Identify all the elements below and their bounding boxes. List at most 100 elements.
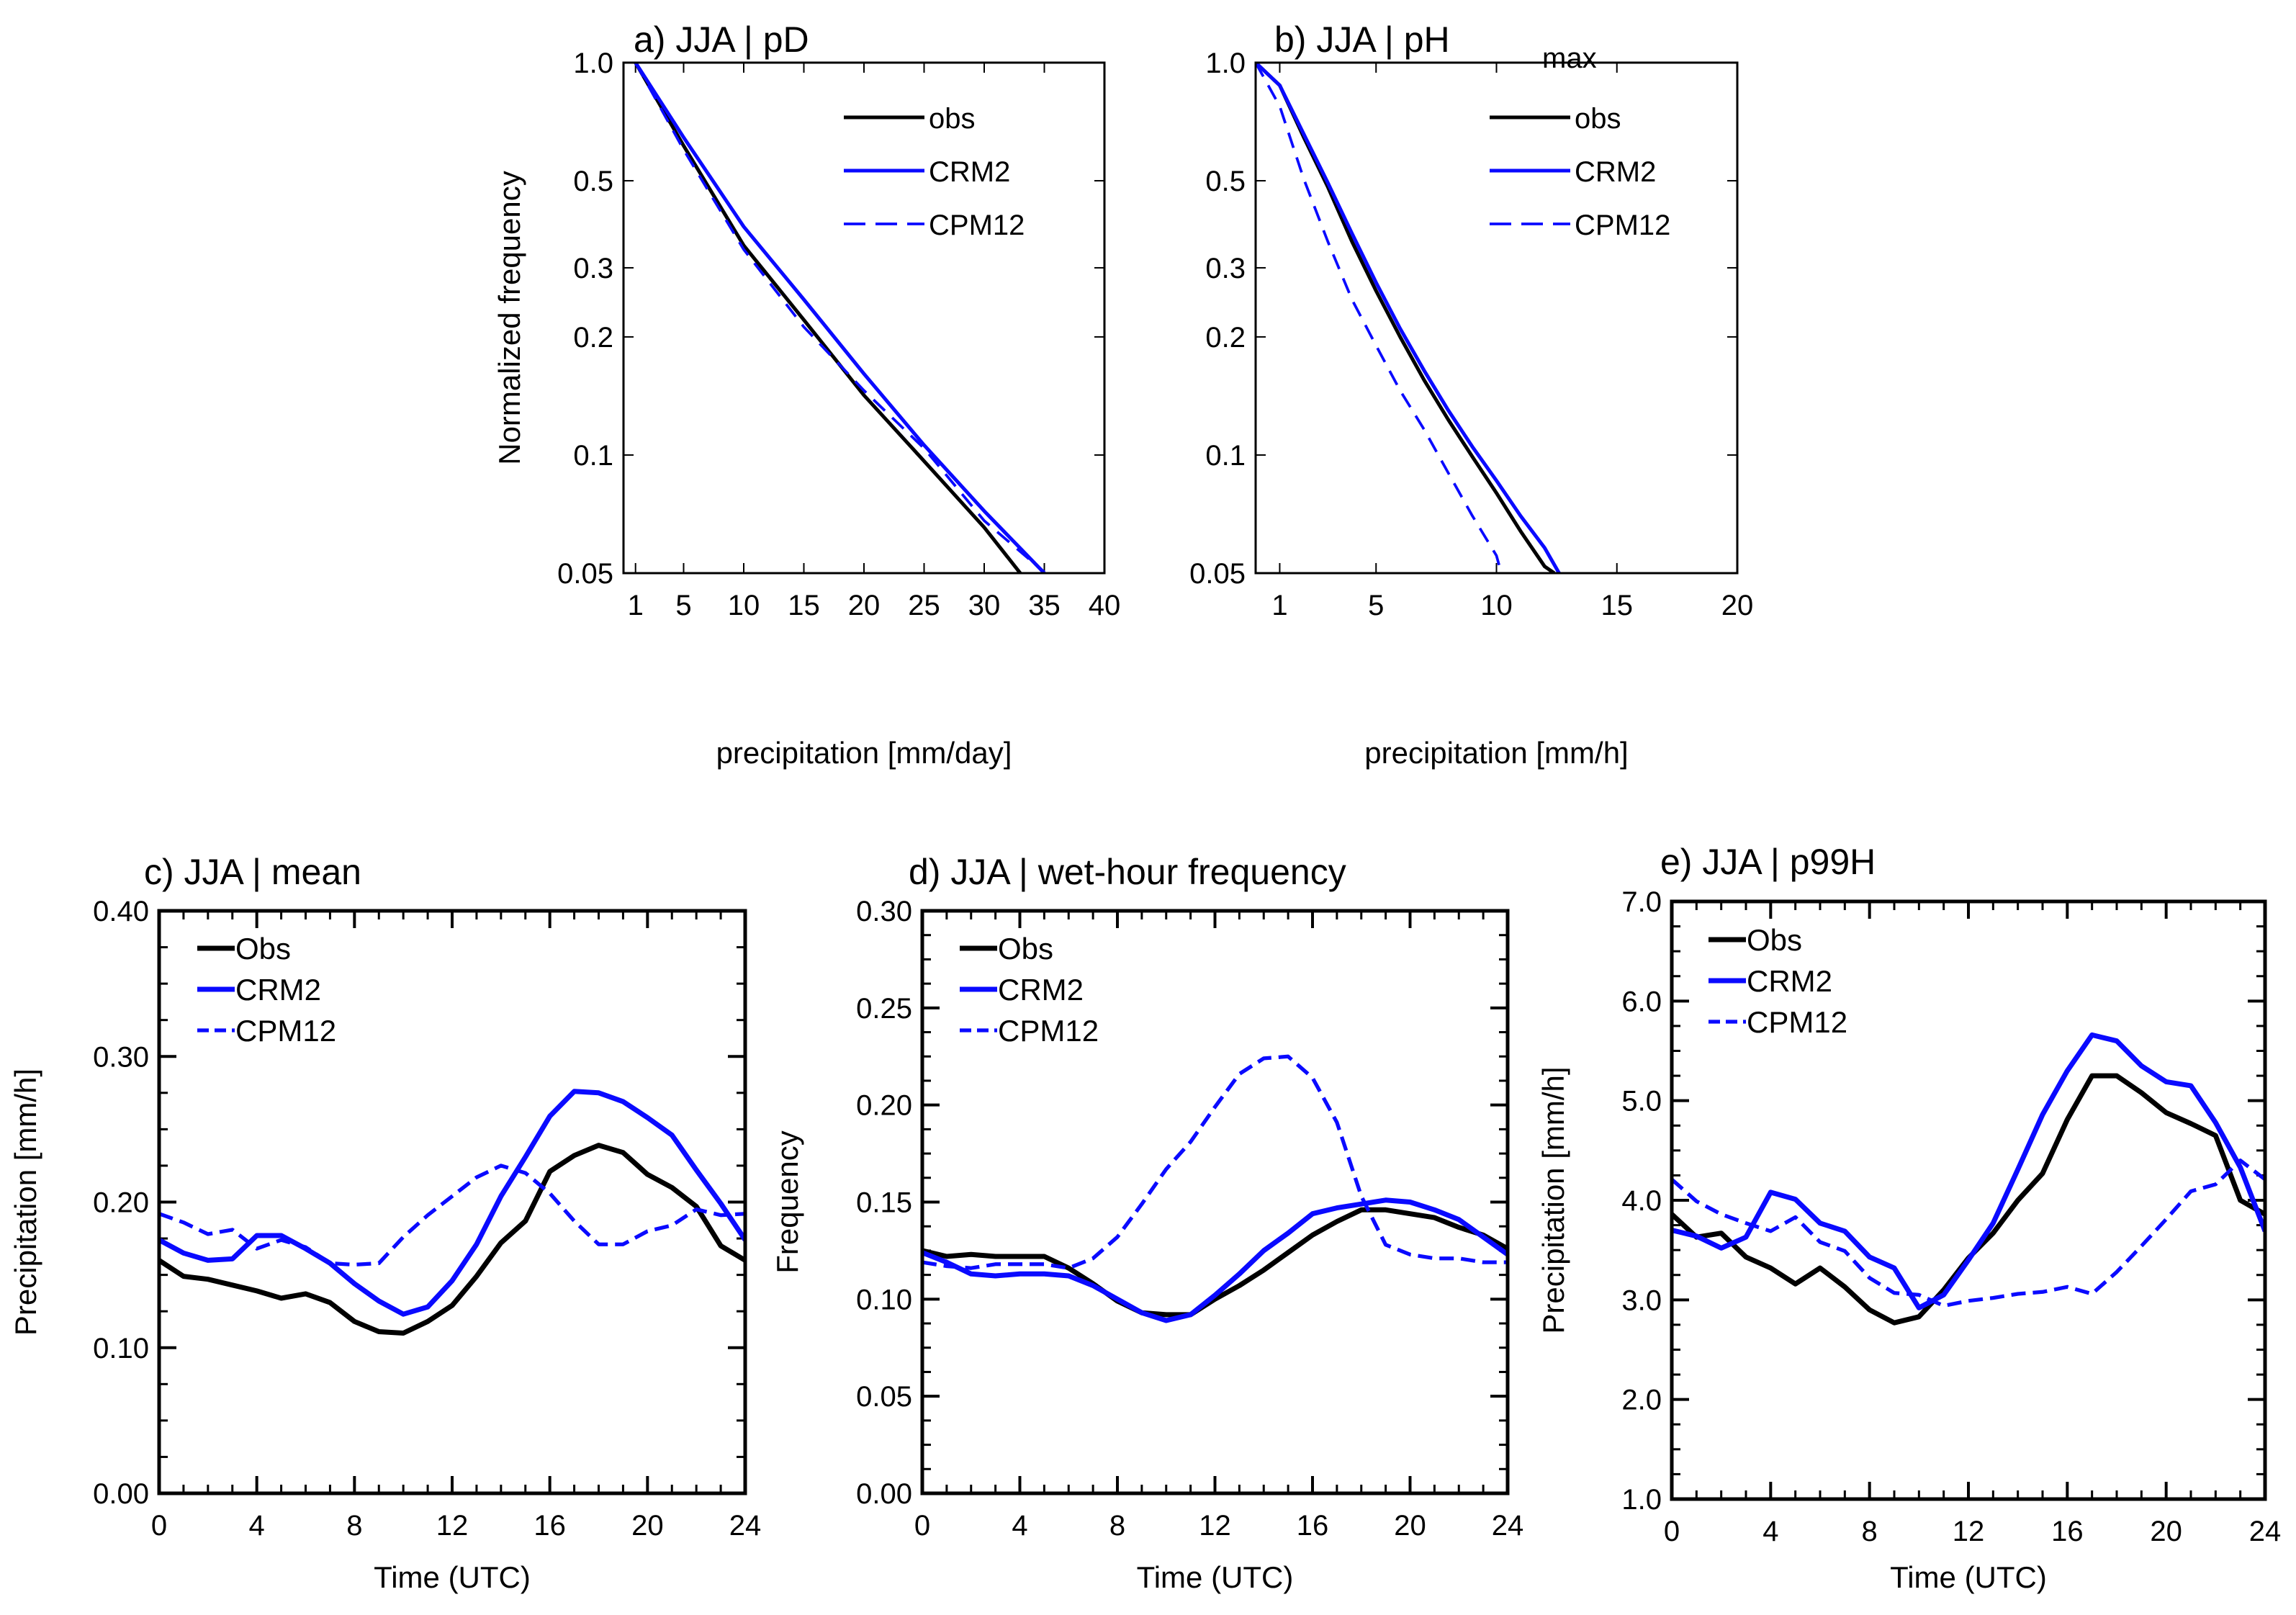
x-tick-label: 35 [1028, 590, 1061, 621]
x-tick-label: 0 [1664, 1516, 1680, 1547]
x-tick-label: 16 [2051, 1516, 2084, 1547]
x-tick-label: 4 [249, 1510, 265, 1542]
x-axis-label: precipitation [mm/h] [1364, 736, 1628, 770]
legend: Obs CRM2 CPM12 [197, 932, 336, 1048]
legend-label: Obs [1747, 923, 1802, 957]
y-tick-label: 5.0 [1621, 1086, 1662, 1117]
x-tick-label: 0 [151, 1510, 167, 1542]
legend-label: CPM12 [1747, 1005, 1847, 1039]
series-line-cpm12 [159, 1164, 745, 1267]
x-axis-label: Time (UTC) [374, 1560, 531, 1594]
x-tick-label: 1 [628, 590, 644, 621]
y-tick-label: 0.30 [856, 896, 912, 927]
x-axis-label: Time (UTC) [1137, 1560, 1294, 1594]
x-tick-label: 16 [1297, 1510, 1329, 1542]
y-axis-label: Precipitation [mm/h] [1536, 1066, 1570, 1333]
x-tick-label: 8 [1109, 1510, 1125, 1542]
legend-label: CRM2 [998, 973, 1084, 1007]
x-tick-label: 10 [728, 590, 760, 621]
legend-label: Obs [998, 932, 1053, 966]
series-line-crm2 [922, 1197, 1508, 1323]
y-tick-label: 6.0 [1621, 986, 1662, 1017]
panel-d: d) JJA | wet-hour frequency 0 4 8 12 16 20 24 0.… [770, 852, 1523, 1594]
y-tick-label: 0.15 [856, 1187, 912, 1219]
x-tick-label: 24 [2249, 1516, 2282, 1547]
legend-label: CRM2 [1747, 964, 1832, 998]
y-tick-label: 0.5 [1205, 166, 1246, 197]
panel-title: b) JJA | pH [1274, 19, 1450, 60]
y-axis-label: Normalized frequency [492, 171, 526, 465]
x-tick-label: 24 [729, 1510, 762, 1542]
legend-label: CRM2 [235, 973, 321, 1007]
plot-frame [622, 61, 1106, 575]
panel-e: e) JJA | p99H 0 4 8 12 16 20 24 1.0 2.0 3.0 4.0 5.0 6… [1536, 842, 2281, 1594]
y-tick-label: 0.40 [93, 896, 149, 927]
y-tick-label: 0.3 [1205, 253, 1246, 284]
panel-title-subscript: max [1542, 42, 1597, 74]
y-tick-label: 0.10 [856, 1284, 912, 1315]
plot-frame [1254, 61, 1739, 575]
legend: Obs CRM2 CPM12 [1709, 923, 1847, 1039]
x-tick-label: 24 [1492, 1510, 1524, 1542]
y-axis-label: Precipitation [mm/h] [9, 1069, 42, 1336]
x-tick-label: 12 [436, 1510, 469, 1542]
x-tick-label: 25 [908, 590, 940, 621]
series-line-crm2 [1256, 63, 1561, 573]
panel-title: d) JJA | wet-hour frequency [909, 852, 1346, 892]
series-line-cpm12 [634, 63, 1045, 573]
series-line-crm2 [634, 63, 1046, 573]
y-tick-label: 1.0 [1621, 1484, 1662, 1516]
y-tick-label: 3.0 [1621, 1285, 1662, 1316]
x-tick-label: 40 [1089, 590, 1121, 621]
panel-a: a) JJA | pD 1 5 10 15 20 25 30 35 40 0.05 0.1 0.2 0.3… [492, 19, 1120, 770]
x-tick-label: 12 [1953, 1516, 1985, 1547]
x-tick-label: 20 [1394, 1510, 1426, 1542]
plot-frame [157, 909, 747, 1495]
x-tick-label: 5 [675, 590, 691, 621]
legend-label: CPM12 [998, 1014, 1099, 1048]
y-tick-label: 0.05 [1189, 558, 1246, 590]
series-line-obs [922, 1207, 1508, 1318]
y-axis-label: Frequency [770, 1130, 804, 1273]
x-tick-label: 5 [1368, 590, 1384, 621]
panel-c: c) JJA | mean 0 4 8 12 16 20 24 0.00 0.10 0.20 0.30… [9, 852, 761, 1594]
x-axis-label: Time (UTC) [1890, 1560, 2047, 1594]
y-tick-label: 1.0 [1205, 48, 1246, 79]
legend-label: Obs [235, 932, 291, 966]
panel-title: e) JJA | p99H [1660, 842, 1876, 882]
y-tick-label: 4.0 [1621, 1185, 1662, 1217]
y-tick-label: 0.2 [573, 322, 613, 354]
series-line-cpm12 [922, 1054, 1508, 1270]
series-line-crm2 [1672, 1032, 2265, 1310]
legend-label: CRM2 [929, 156, 1010, 188]
y-tick-label: 0.05 [856, 1381, 912, 1413]
legend-label: CPM12 [929, 210, 1025, 241]
plot-frame [1670, 899, 2267, 1501]
x-tick-label: 16 [534, 1510, 566, 1542]
y-tick-label: 1.0 [573, 48, 613, 79]
x-tick-label: 1 [1271, 590, 1287, 621]
x-tick-label: 8 [1862, 1516, 1878, 1547]
y-tick-label: 0.20 [93, 1187, 149, 1219]
legend-label: CPM12 [235, 1014, 336, 1048]
series-line-crm2 [159, 1089, 745, 1317]
x-axis-label: precipitation [mm/day] [716, 736, 1012, 770]
y-tick-label: 0.25 [856, 993, 912, 1025]
panel-title: c) JJA | mean [144, 852, 361, 892]
x-tick-label: 20 [1721, 590, 1754, 621]
x-tick-label: 20 [848, 590, 881, 621]
y-tick-label: 0.20 [856, 1090, 912, 1122]
y-tick-label: 0.2 [1205, 322, 1246, 354]
y-tick-label: 0.1 [573, 440, 613, 472]
legend: obs CRM2 CPM12 [844, 103, 1025, 241]
legend-label: CRM2 [1575, 156, 1656, 188]
legend: obs CRM2 CPM12 [1490, 103, 1670, 241]
series-line-obs [159, 1143, 745, 1336]
legend-label: obs [929, 103, 976, 135]
x-tick-label: 30 [968, 590, 1001, 621]
y-tick-label: 0.3 [573, 253, 613, 284]
x-tick-label: 0 [914, 1510, 930, 1542]
series-line-cpm12 [1672, 1159, 2265, 1308]
legend: Obs CRM2 CPM12 [960, 932, 1099, 1048]
